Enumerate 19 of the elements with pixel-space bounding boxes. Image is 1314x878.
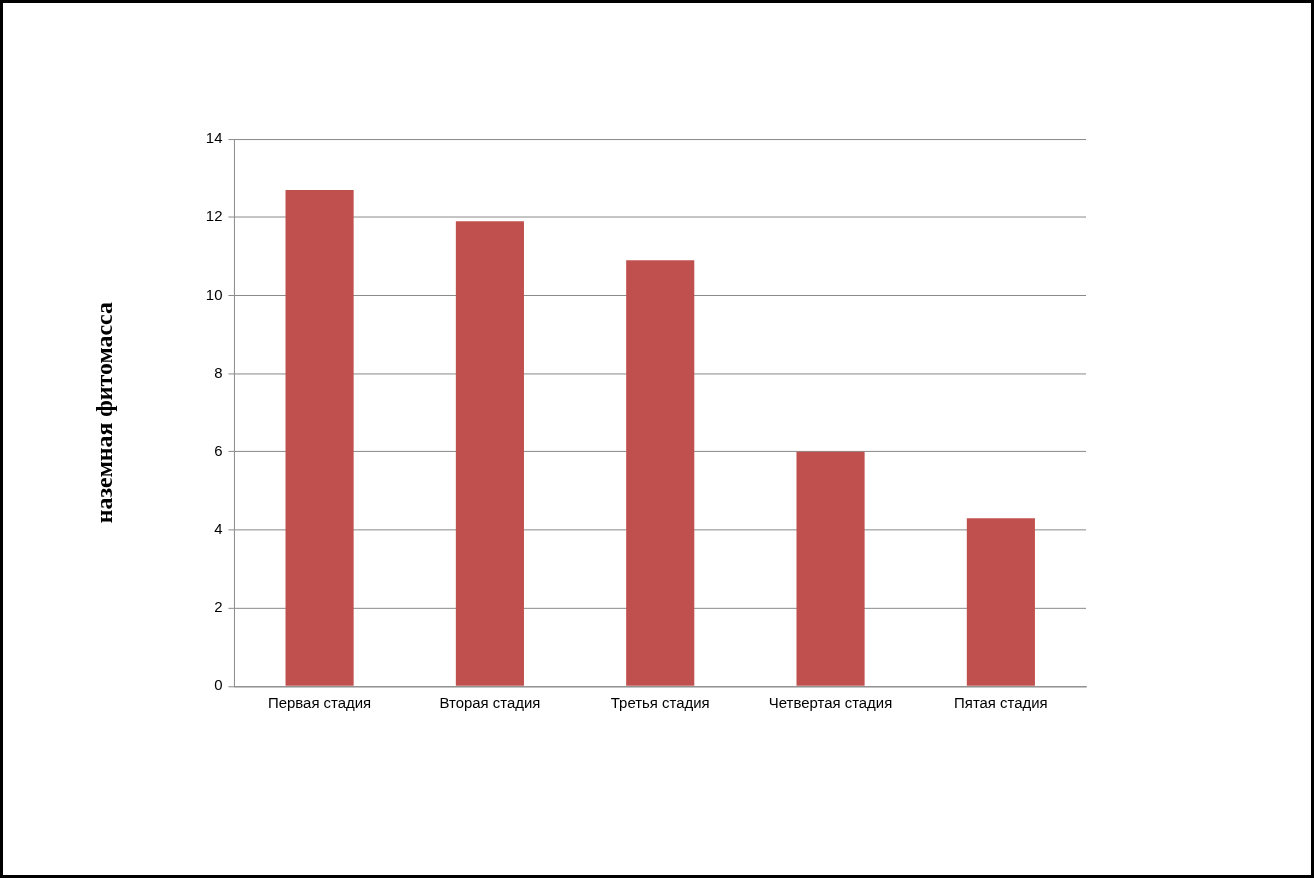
y-tick-label: 4 [214,521,223,538]
bar [285,189,354,686]
x-tick-label: Вторая стадия [439,695,541,712]
bar [966,518,1035,686]
y-tick-label: 12 [205,208,223,225]
y-axis-title: наземная фитомасса [91,302,118,524]
y-tick-label: 6 [214,442,223,459]
y-tick-label: 8 [214,364,223,381]
y-tick-label: 10 [205,286,223,303]
bar [626,260,695,686]
x-tick-label: Третья стадия [610,695,710,712]
y-tick-label: 14 [205,130,223,147]
bar [796,451,865,686]
x-tick-label: Первая стадия [267,695,372,712]
x-tick-label: Четвертая стадия [768,695,893,712]
bar [455,221,524,686]
y-tick-label: 2 [214,599,223,616]
y-tick-label: 0 [214,677,223,694]
x-tick-label: Пятая стадия [954,695,1048,712]
